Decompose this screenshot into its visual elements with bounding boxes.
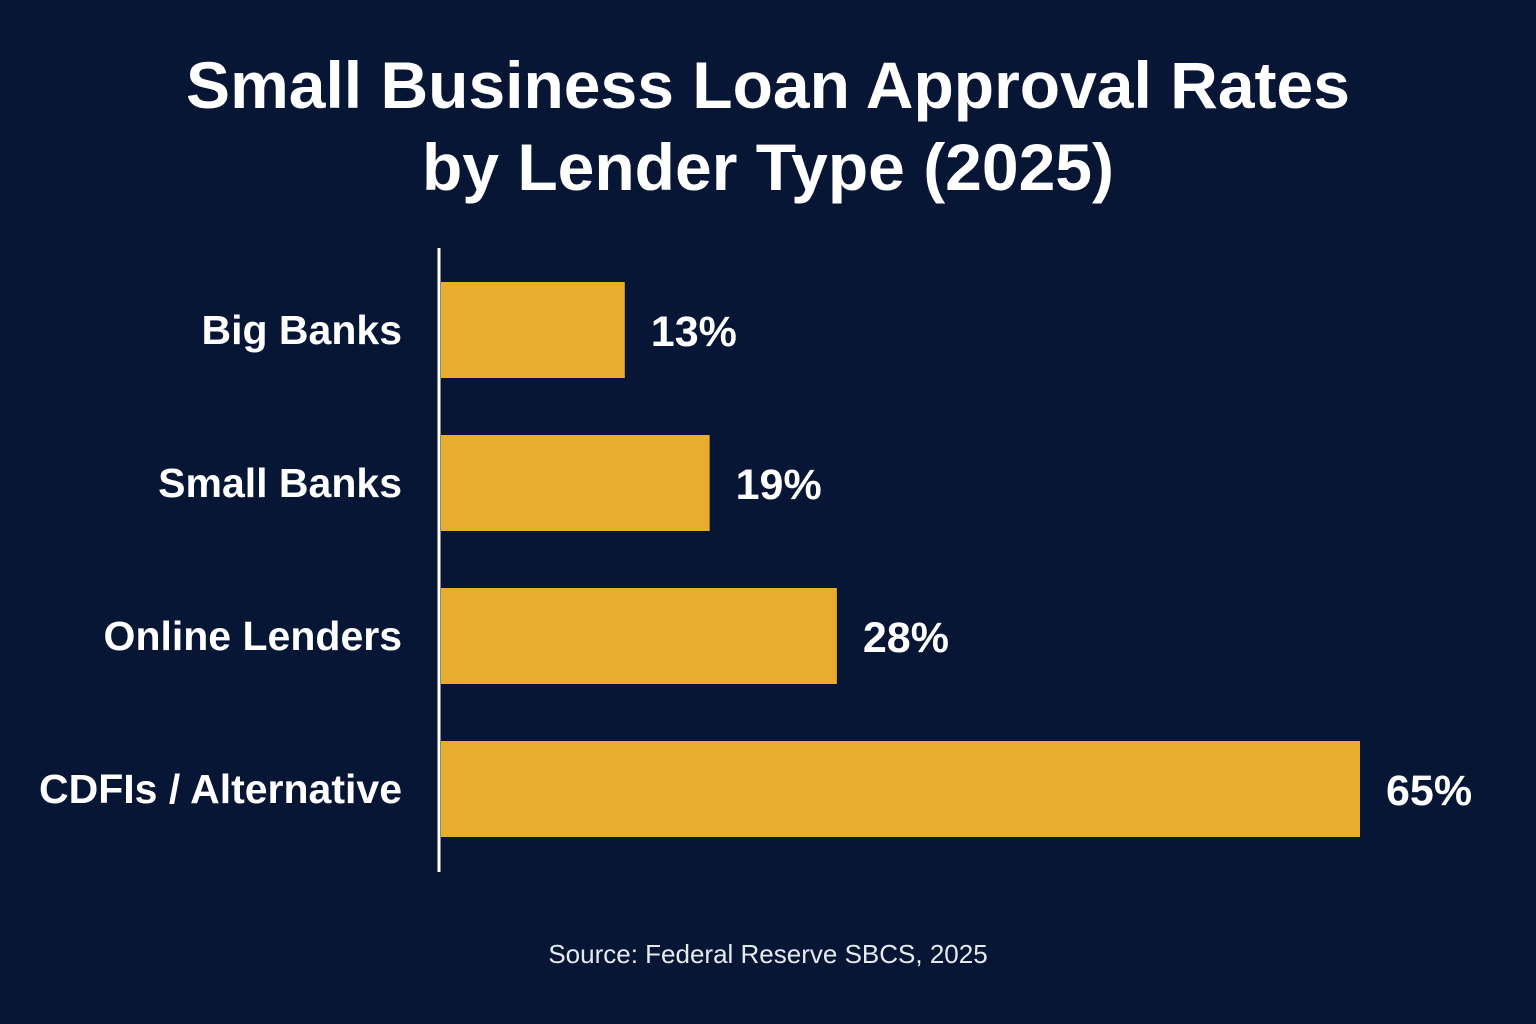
bar-3 xyxy=(441,741,1360,837)
bars-layer: Big Banks 13% Small Banks 19% Online Lenders… xyxy=(39,282,1472,837)
category-label-0: Big Banks xyxy=(202,307,403,353)
category-label-3: CDFIs / Alternative xyxy=(39,766,402,812)
chart-title: Small Business Loan Approval Rates by Le… xyxy=(0,44,1536,208)
category-label-1: Small Banks xyxy=(158,460,402,506)
value-label-0: 13% xyxy=(651,308,737,356)
bar-1 xyxy=(441,435,710,531)
category-label-2: Online Lenders xyxy=(104,613,402,659)
chart-title-line-2: by Lender Type (2025) xyxy=(421,130,1114,204)
source-note: Source: Federal Reserve SBCS, 2025 xyxy=(548,939,988,969)
bar-0 xyxy=(441,282,625,378)
chart-title-line-1: Small Business Loan Approval Rates xyxy=(186,48,1350,122)
bar-2 xyxy=(441,588,837,684)
value-label-3: 65% xyxy=(1386,767,1472,815)
value-label-2: 28% xyxy=(863,614,949,662)
value-label-1: 19% xyxy=(736,461,822,509)
